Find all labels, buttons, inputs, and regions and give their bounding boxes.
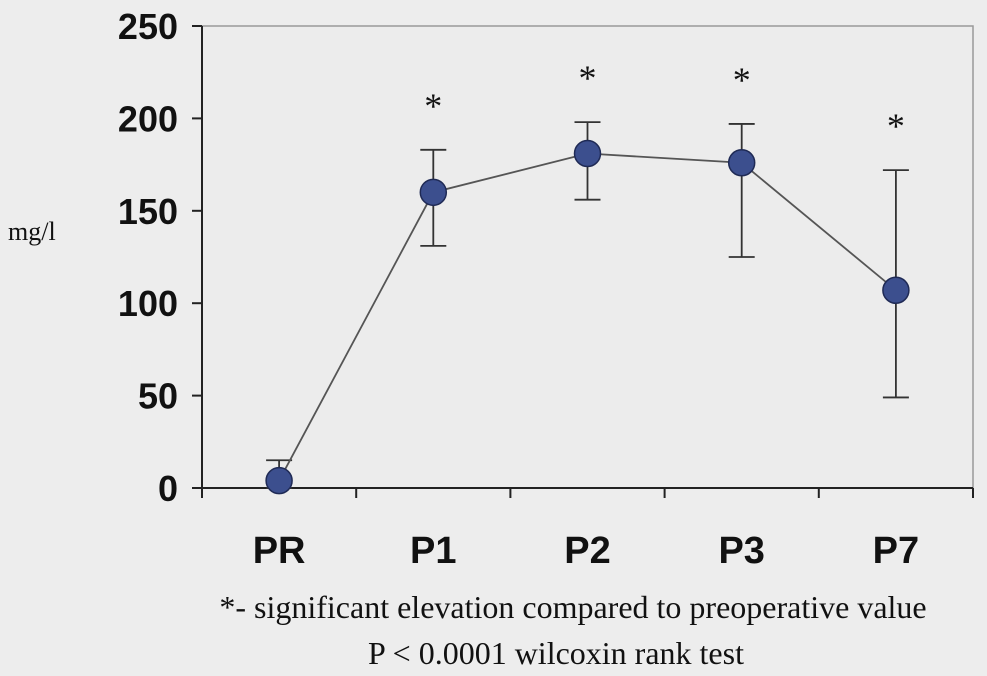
x-tick-group: PR P1 P2 P3 P7: [201, 488, 974, 572]
data-point: [419, 178, 448, 207]
x-tick-label: P7: [873, 530, 919, 572]
x-tick-label: P2: [564, 530, 610, 572]
plot-area: [201, 25, 974, 489]
footnote-line-2: P < 0.0001 wilcoxin rank test: [368, 635, 744, 671]
y-axis-label: mg/l: [8, 217, 56, 246]
y-tick-label: 50: [138, 376, 178, 417]
significance-marker: *: [424, 86, 442, 126]
significance-marker: *: [733, 60, 751, 100]
y-tick-label: 100: [118, 283, 178, 324]
y-tick-label: 0: [158, 468, 178, 509]
significance-marker-group: * * * *: [424, 58, 905, 146]
data-point: [265, 466, 293, 495]
footnote-line-1: *- significant elevation compared to pre…: [219, 589, 926, 625]
significance-marker: *: [579, 58, 597, 98]
y-tick-label: 250: [118, 6, 178, 47]
x-tick-label: P3: [718, 530, 764, 572]
data-point-group: [265, 139, 910, 495]
data-point: [573, 139, 602, 168]
y-tick-label: 200: [118, 98, 178, 139]
data-point: [882, 276, 910, 305]
x-tick-label: P1: [410, 530, 456, 572]
y-tick-group: 0 50 100 150 200 250: [118, 6, 202, 509]
y-tick-label: 150: [118, 191, 178, 232]
data-point: [727, 149, 756, 177]
x-tick-label: PR: [253, 530, 306, 572]
significance-marker: *: [887, 106, 905, 146]
